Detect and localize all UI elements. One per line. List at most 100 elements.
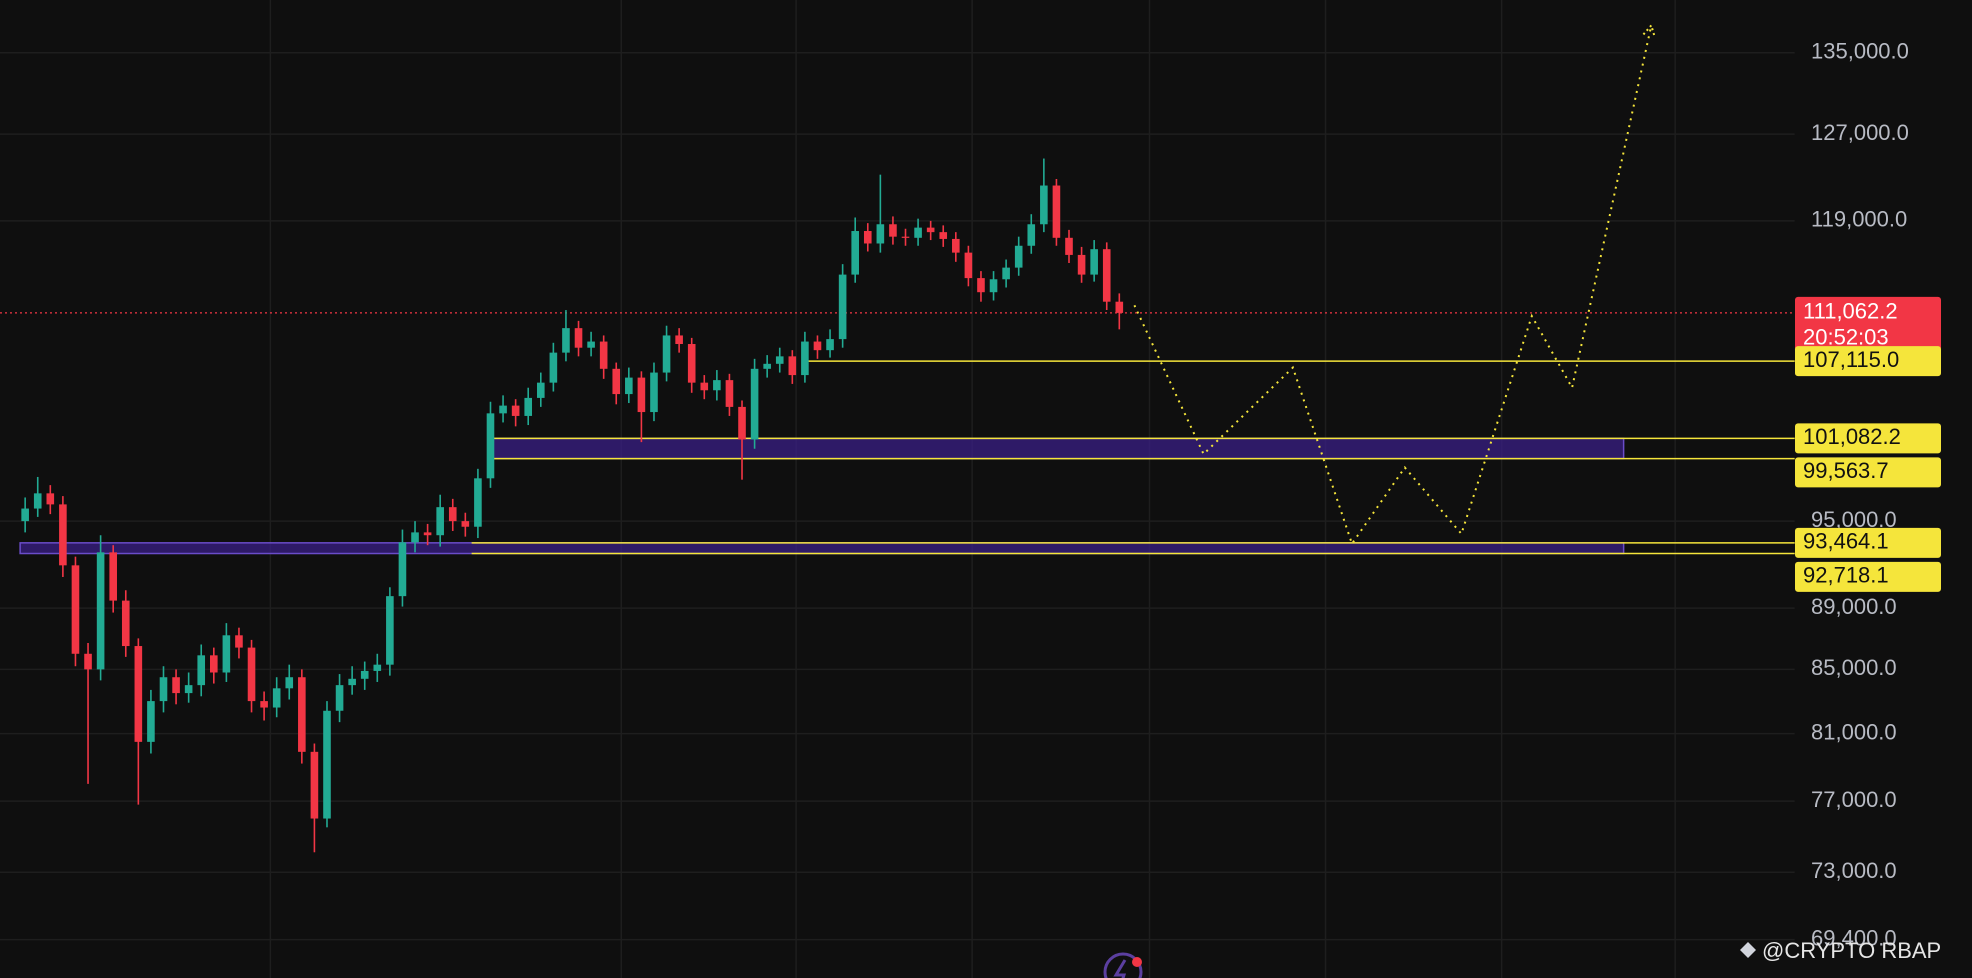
candle-body: [511, 405, 520, 416]
candle-body: [1102, 249, 1111, 302]
candle-body: [989, 279, 998, 293]
candle-body: [109, 552, 117, 601]
candle-body: [939, 232, 948, 239]
y-tick-label: 127,000.0: [1811, 120, 1909, 145]
candle-body: [84, 653, 92, 670]
candle-body: [775, 356, 784, 364]
y-tick-label: 85,000.0: [1811, 655, 1897, 680]
level-label: 107,115.0: [1803, 347, 1899, 372]
candle-body: [147, 701, 155, 742]
candle-body: [662, 335, 671, 373]
projection-path: [1133, 25, 1653, 546]
candle-body: [59, 504, 67, 566]
candle-body: [813, 341, 822, 351]
candle-body: [876, 224, 885, 244]
candle-body: [1040, 185, 1048, 225]
candle-body: [687, 344, 696, 383]
candle-body: [1077, 254, 1086, 275]
price-axis: 135,000.0 127,000.0 119,000.0 95,000.0 89,00…: [1795, 39, 1941, 950]
watermark-logo: [1740, 942, 1756, 958]
candle-body: [360, 670, 369, 679]
level-label: 93,464.1: [1803, 529, 1889, 554]
candle-body: [1014, 245, 1023, 268]
y-tick-label: 69,400.0: [1811, 925, 1897, 950]
candle-body: [926, 227, 935, 233]
candle-body: [650, 372, 658, 413]
candle-body: [436, 507, 444, 536]
candle-body: [625, 377, 633, 395]
candle-body: [750, 368, 759, 440]
level-box: [1795, 527, 1941, 558]
projection-arrowhead: [1642, 23, 1656, 38]
candle-body: [121, 600, 130, 647]
candle-body: [788, 356, 797, 376]
level-label: 99,563.7: [1803, 458, 1889, 483]
candle-body: [524, 397, 533, 416]
candle-body: [423, 532, 432, 536]
candle-body: [197, 655, 206, 686]
candle-body: [612, 368, 621, 395]
candle-body: [863, 231, 872, 244]
zone: [19, 542, 1625, 555]
candle-body: [599, 341, 608, 369]
zone: [487, 437, 1625, 460]
candle-body: [285, 677, 294, 689]
candle-body: [1002, 267, 1010, 280]
candle-body: [1115, 301, 1124, 313]
candle-body: [1090, 249, 1098, 275]
candle-body: [448, 507, 457, 522]
y-tick-label: 73,000.0: [1811, 858, 1897, 883]
candle-body: [272, 688, 281, 708]
candle-body: [461, 521, 470, 527]
candles: [21, 158, 1124, 853]
y-tick-label: 135,000.0: [1811, 39, 1909, 64]
icon-bolt: [1113, 959, 1127, 978]
candle-body: [411, 532, 419, 543]
candle-body: [71, 565, 80, 654]
level-box: [1795, 423, 1941, 454]
icon-dot: [1132, 957, 1142, 967]
candle-body: [838, 274, 847, 340]
candle-body: [889, 224, 897, 237]
candle-body: [713, 380, 721, 391]
candle-body: [46, 493, 55, 505]
level-label: 101,082.2: [1803, 424, 1901, 449]
candle-body: [977, 278, 985, 293]
replay-icon[interactable]: [1103, 952, 1143, 978]
watermark-text: @CRYPTO RBAP: [1762, 938, 1941, 963]
candle-body: [134, 646, 143, 742]
candle-body: [964, 252, 973, 279]
candle-body: [247, 647, 256, 702]
candle-body: [801, 341, 809, 376]
level-box: [1795, 346, 1941, 377]
candle-body: [675, 335, 683, 345]
candle-body: [210, 655, 218, 673]
y-tick-label: 95,000.0: [1811, 507, 1897, 532]
zones: [0, 312, 1795, 555]
candle-body: [637, 377, 646, 413]
candle-body: [33, 493, 42, 509]
candle-body: [486, 413, 495, 479]
candle-body: [335, 685, 344, 711]
y-tick-label: 81,000.0: [1811, 719, 1897, 744]
candle-body: [159, 677, 168, 702]
candle-body: [499, 405, 507, 414]
candle-body: [323, 710, 331, 819]
candle-body: [1027, 224, 1036, 246]
candle-body: [562, 328, 570, 353]
candle-body: [96, 552, 105, 670]
y-tick-label: 119,000.0: [1811, 207, 1907, 232]
level-label: 92,718.1: [1803, 563, 1889, 588]
candle-body: [738, 406, 746, 440]
candle-body: [587, 341, 595, 348]
icon-ring: [1103, 952, 1143, 978]
candle-body: [260, 701, 268, 708]
candle-body: [851, 231, 860, 275]
candle-body: [536, 382, 545, 398]
candle-body: [914, 227, 922, 238]
candle-body: [826, 339, 834, 351]
candle-body: [184, 685, 193, 694]
level-box: [1795, 457, 1941, 488]
